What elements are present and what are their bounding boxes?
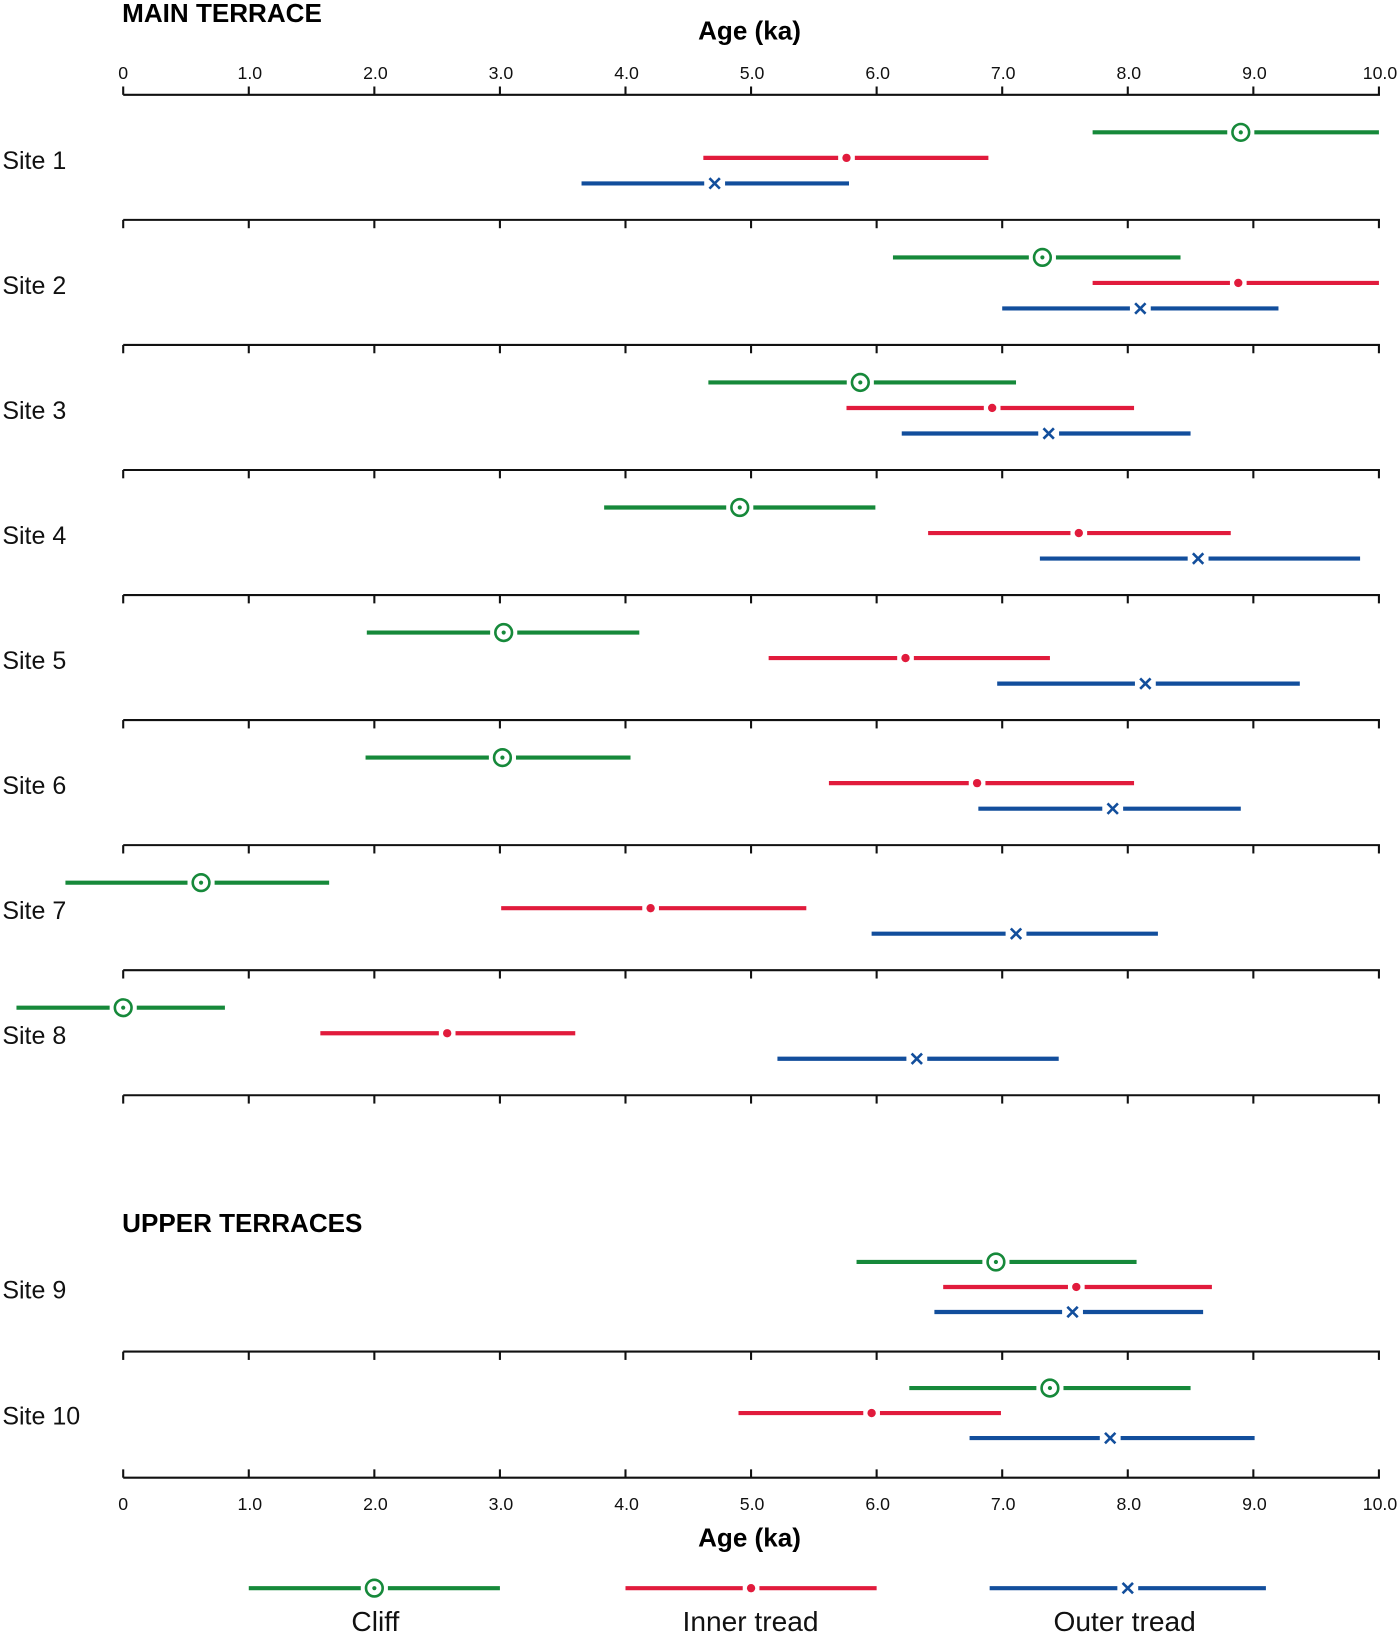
- outer-tread-marker: [1066, 1305, 1079, 1319]
- tick-label: 10.0: [1363, 1494, 1398, 1514]
- tick-label: 7.0: [991, 1494, 1016, 1514]
- outer-tread-marker: [1191, 552, 1205, 565]
- tick-label: 5.0: [740, 63, 765, 83]
- legend-label: Outer tread: [1054, 1606, 1196, 1634]
- cliff-marker: [1032, 247, 1053, 268]
- cliff-marker: [191, 873, 211, 893]
- cliff-marker-dot: [501, 630, 506, 635]
- tick-label: 0: [118, 63, 128, 83]
- outer-tread-marker: [1121, 1582, 1134, 1595]
- tick-label: 2.0: [363, 1494, 388, 1514]
- site-label: Site 9: [2, 1276, 66, 1304]
- outer-tread-marker: [1106, 802, 1119, 815]
- tick-label: 4.0: [614, 63, 639, 83]
- site-label: Site 1: [2, 147, 66, 175]
- inner-tread-marker: [1234, 278, 1243, 288]
- inner-tread-marker: [972, 778, 982, 788]
- tick-label: 3.0: [489, 1494, 514, 1514]
- tick-label: 10.0: [1363, 63, 1398, 83]
- tick-label: 7.0: [991, 63, 1016, 83]
- tick-label: 1.0: [238, 1494, 263, 1514]
- tick-label: 3.0: [489, 63, 514, 83]
- tick-label: 6.0: [865, 1494, 890, 1514]
- cliff-marker: [986, 1252, 1006, 1272]
- cliff-marker: [113, 998, 133, 1018]
- inner-tread-marker: [842, 153, 851, 163]
- cliff-marker: [1231, 122, 1251, 142]
- site-label: Site 10: [2, 1403, 80, 1431]
- outer-tread-marker: [1104, 1431, 1117, 1445]
- site-label: Site 4: [2, 522, 66, 550]
- outer-tread-marker: [1042, 427, 1055, 440]
- cliff-marker-dot: [1040, 255, 1045, 260]
- outer-tread-marker: [1139, 677, 1152, 690]
- outer-tread-marker: [1009, 927, 1023, 940]
- cliff-marker-dot: [993, 1259, 999, 1265]
- cliff-marker-dot: [1047, 1385, 1053, 1391]
- group-title-main: MAIN TERRACE: [122, 0, 322, 28]
- site-label: Site 5: [2, 647, 66, 675]
- legend-label: Inner tread: [683, 1606, 819, 1634]
- inner-tread-marker: [867, 1408, 876, 1418]
- inner-tread-marker: [1074, 528, 1083, 538]
- tick-label: 9.0: [1242, 63, 1267, 83]
- cliff-marker-dot: [1238, 130, 1243, 135]
- cliff-marker: [492, 747, 513, 768]
- tick-label: 8.0: [1117, 1494, 1142, 1514]
- cliff-marker: [494, 622, 514, 643]
- outer-tread-marker: [1134, 302, 1147, 315]
- inner-tread-marker: [443, 1029, 452, 1038]
- tick-label: 6.0: [865, 63, 890, 83]
- group-title-upper: UPPER TERRACES: [122, 1208, 362, 1238]
- x-axis-label-bottom: Age (ka): [698, 1522, 801, 1552]
- cliff-marker-dot: [500, 755, 505, 760]
- tick-label: 2.0: [363, 63, 388, 83]
- site-label: Site 6: [2, 772, 66, 800]
- inner-tread-marker: [646, 904, 655, 913]
- tick-label: 0: [118, 1494, 128, 1514]
- tick-label: 9.0: [1242, 1494, 1267, 1514]
- cliff-marker: [850, 372, 870, 393]
- outer-tread-marker: [910, 1052, 923, 1065]
- inner-tread-marker: [987, 403, 997, 413]
- cliff-marker-dot: [198, 880, 204, 885]
- cliff-marker-dot: [121, 1005, 126, 1010]
- site-label: Site 2: [2, 272, 66, 300]
- tick-label: 4.0: [614, 1494, 639, 1514]
- inner-tread-marker: [901, 653, 910, 663]
- cliff-marker-dot: [737, 505, 742, 510]
- x-axis-label-top: Age (ka): [698, 16, 801, 46]
- cliff-marker-dot: [372, 1586, 377, 1591]
- cliff-marker: [364, 1578, 384, 1598]
- tick-label: 5.0: [740, 1494, 765, 1514]
- cliff-marker-dot: [858, 380, 863, 385]
- outer-tread-marker: [708, 177, 721, 190]
- site-label: Site 3: [2, 397, 66, 425]
- cliff-marker: [1040, 1378, 1060, 1398]
- site-label: Site 8: [2, 1022, 66, 1050]
- cliff-marker: [730, 497, 750, 518]
- inner-tread-marker: [1072, 1282, 1081, 1292]
- tick-label: 8.0: [1117, 63, 1142, 83]
- tick-label: 1.0: [238, 63, 263, 83]
- legend-label: Cliff: [351, 1606, 399, 1634]
- site-label: Site 7: [2, 897, 66, 925]
- inner-tread-marker: [746, 1583, 756, 1593]
